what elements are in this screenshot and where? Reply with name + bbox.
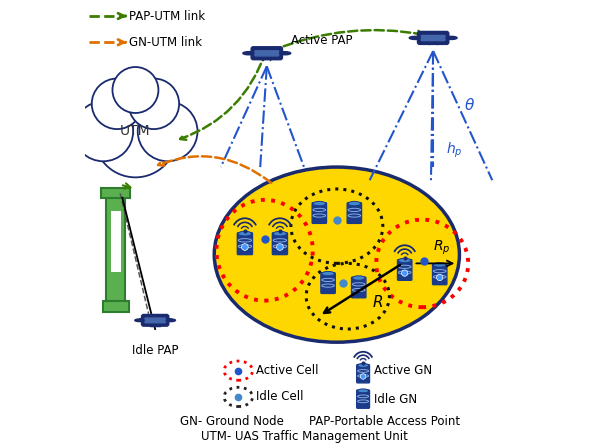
Ellipse shape — [313, 202, 326, 206]
Ellipse shape — [322, 271, 334, 276]
Ellipse shape — [409, 36, 420, 40]
FancyBboxPatch shape — [321, 273, 335, 293]
FancyBboxPatch shape — [357, 390, 370, 408]
FancyBboxPatch shape — [106, 189, 125, 303]
Text: Idle Cell: Idle Cell — [256, 390, 303, 404]
FancyBboxPatch shape — [357, 365, 370, 383]
Ellipse shape — [243, 52, 254, 55]
Ellipse shape — [358, 389, 368, 393]
FancyBboxPatch shape — [255, 51, 278, 56]
Ellipse shape — [135, 319, 144, 321]
Ellipse shape — [273, 231, 286, 236]
Text: UTM: UTM — [120, 124, 151, 139]
Circle shape — [92, 79, 142, 129]
Circle shape — [94, 95, 177, 177]
FancyBboxPatch shape — [398, 260, 412, 280]
FancyBboxPatch shape — [142, 314, 169, 326]
Text: Idle GN: Idle GN — [374, 392, 417, 406]
Circle shape — [401, 270, 408, 276]
Circle shape — [437, 274, 443, 281]
Text: GN- Ground Node: GN- Ground Node — [180, 416, 284, 428]
FancyBboxPatch shape — [111, 211, 120, 272]
FancyBboxPatch shape — [145, 318, 165, 323]
Text: UTM- UAS Traffic Management Unit: UTM- UAS Traffic Management Unit — [201, 430, 407, 443]
Text: $R_p$: $R_p$ — [433, 238, 451, 257]
Text: Idle PAP: Idle PAP — [132, 345, 178, 357]
Text: $h_p$: $h_p$ — [446, 141, 463, 160]
Circle shape — [241, 244, 248, 250]
Text: GN-UTM link: GN-UTM link — [129, 36, 202, 49]
Ellipse shape — [348, 202, 361, 206]
Circle shape — [138, 102, 198, 161]
Ellipse shape — [166, 319, 176, 321]
FancyBboxPatch shape — [102, 188, 130, 198]
Text: $\theta$: $\theta$ — [464, 97, 475, 113]
FancyBboxPatch shape — [237, 233, 252, 254]
Ellipse shape — [238, 231, 252, 236]
FancyBboxPatch shape — [272, 233, 288, 254]
Ellipse shape — [214, 167, 460, 342]
Ellipse shape — [358, 364, 368, 367]
Circle shape — [128, 79, 179, 129]
FancyBboxPatch shape — [103, 301, 129, 312]
Text: Active GN: Active GN — [374, 364, 432, 377]
Ellipse shape — [434, 263, 446, 267]
Circle shape — [112, 67, 159, 113]
Text: PAP-UTM link: PAP-UTM link — [129, 9, 205, 23]
Ellipse shape — [280, 52, 291, 55]
Ellipse shape — [446, 36, 457, 40]
Text: Active PAP: Active PAP — [291, 34, 353, 47]
Circle shape — [361, 374, 366, 379]
Ellipse shape — [398, 258, 411, 263]
FancyBboxPatch shape — [418, 32, 449, 44]
Text: PAP-Portable Access Point: PAP-Portable Access Point — [309, 416, 460, 428]
Circle shape — [74, 102, 133, 161]
FancyBboxPatch shape — [312, 203, 326, 223]
FancyBboxPatch shape — [421, 36, 445, 40]
Circle shape — [277, 244, 283, 250]
FancyBboxPatch shape — [432, 264, 447, 285]
Text: $R$: $R$ — [372, 294, 383, 310]
FancyBboxPatch shape — [347, 203, 362, 223]
Ellipse shape — [353, 276, 365, 280]
Text: Active Cell: Active Cell — [256, 364, 319, 377]
FancyBboxPatch shape — [351, 277, 366, 298]
FancyBboxPatch shape — [251, 47, 283, 59]
